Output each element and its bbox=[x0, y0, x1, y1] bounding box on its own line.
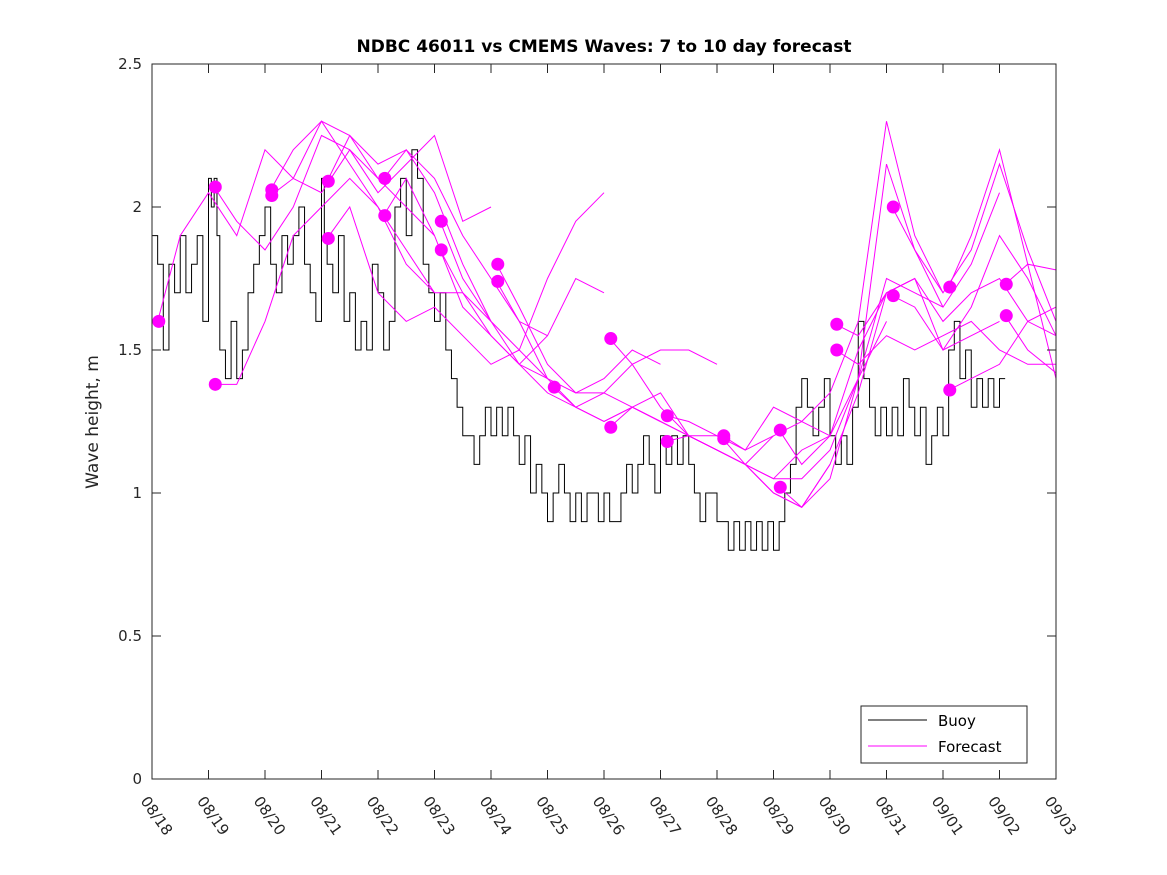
forecast-start-point bbox=[999, 309, 1013, 323]
forecast-line bbox=[891, 162, 1057, 322]
forecast-start-point bbox=[943, 280, 957, 294]
forecast-start-point bbox=[208, 180, 222, 194]
y-tick-label: 0 bbox=[132, 770, 142, 788]
buoy-series bbox=[152, 149, 1006, 551]
forecast-start-point bbox=[321, 174, 335, 188]
forecast-start-point bbox=[491, 257, 505, 271]
forecast-line bbox=[891, 234, 1057, 351]
forecast-line bbox=[722, 163, 944, 508]
forecast-start-point bbox=[378, 171, 392, 185]
chart-title: NDBC 46011 vs CMEMS Waves: 7 to 10 day f… bbox=[357, 37, 852, 57]
forecast-line bbox=[326, 134, 548, 337]
forecast-line bbox=[1004, 263, 1057, 285]
forecast-line bbox=[213, 134, 435, 251]
y-tick-label: 1.5 bbox=[118, 341, 142, 359]
forecast-line bbox=[439, 249, 661, 422]
forecast-start-point bbox=[378, 209, 392, 223]
forecast-start-point bbox=[434, 243, 448, 257]
y-axis-label: Wave height, m bbox=[83, 355, 103, 489]
forecast-start-point bbox=[886, 289, 900, 303]
y-tick-label: 0.5 bbox=[118, 627, 142, 645]
y-tick-label: 1 bbox=[132, 484, 142, 502]
forecast-start-point bbox=[943, 383, 957, 397]
legend-forecast-label: Forecast bbox=[938, 738, 1002, 756]
legend-buoy-label: Buoy bbox=[938, 712, 976, 730]
plot-area bbox=[151, 63, 1057, 780]
forecast-start-point bbox=[604, 420, 618, 434]
forecast-line bbox=[778, 192, 1000, 466]
forecast-start-point bbox=[491, 274, 505, 288]
forecast-line bbox=[270, 120, 492, 322]
forecast-start-point bbox=[830, 343, 844, 357]
forecast-line bbox=[722, 121, 944, 451]
forecast-line bbox=[214, 177, 435, 385]
y-tick-label: 2.5 bbox=[118, 55, 142, 73]
forecast-line bbox=[496, 263, 718, 394]
forecast-start-point bbox=[999, 277, 1013, 291]
forecast-start-point bbox=[208, 377, 222, 391]
legend-box bbox=[860, 705, 1028, 764]
forecast-line bbox=[270, 134, 492, 223]
forecast-start-point bbox=[434, 214, 448, 228]
forecast-start-point bbox=[830, 317, 844, 331]
forecast-start-point bbox=[604, 332, 618, 346]
forecast-line bbox=[948, 147, 1057, 379]
forecast-start-point bbox=[660, 435, 674, 449]
forecast-start-point bbox=[547, 380, 561, 394]
forecast-start-point bbox=[773, 423, 787, 437]
y-axis: 0 0.5 1 1.5 2 2.5 bbox=[118, 55, 1056, 788]
forecast-start-point bbox=[717, 432, 731, 446]
legend: Buoy Forecast bbox=[860, 705, 1028, 764]
forecast-line bbox=[157, 120, 379, 322]
y-tick-label: 2 bbox=[132, 198, 142, 216]
forecast-line bbox=[666, 292, 887, 451]
forecast-line bbox=[948, 306, 1057, 391]
forecast-start-point bbox=[321, 231, 335, 245]
forecast-line bbox=[835, 277, 1057, 337]
forecast-start-point bbox=[773, 480, 787, 494]
forecast-start-point bbox=[265, 189, 279, 203]
forecast-line bbox=[1004, 315, 1057, 374]
forecast-series bbox=[157, 120, 1057, 509]
forecast-line bbox=[835, 320, 1056, 365]
forecast-start-point bbox=[660, 409, 674, 423]
buoy-line bbox=[152, 149, 1006, 551]
forecast-line bbox=[666, 321, 887, 480]
forecast-start-point bbox=[886, 200, 900, 214]
forecast-start-points bbox=[152, 171, 1013, 494]
forecast-start-point bbox=[152, 314, 166, 328]
